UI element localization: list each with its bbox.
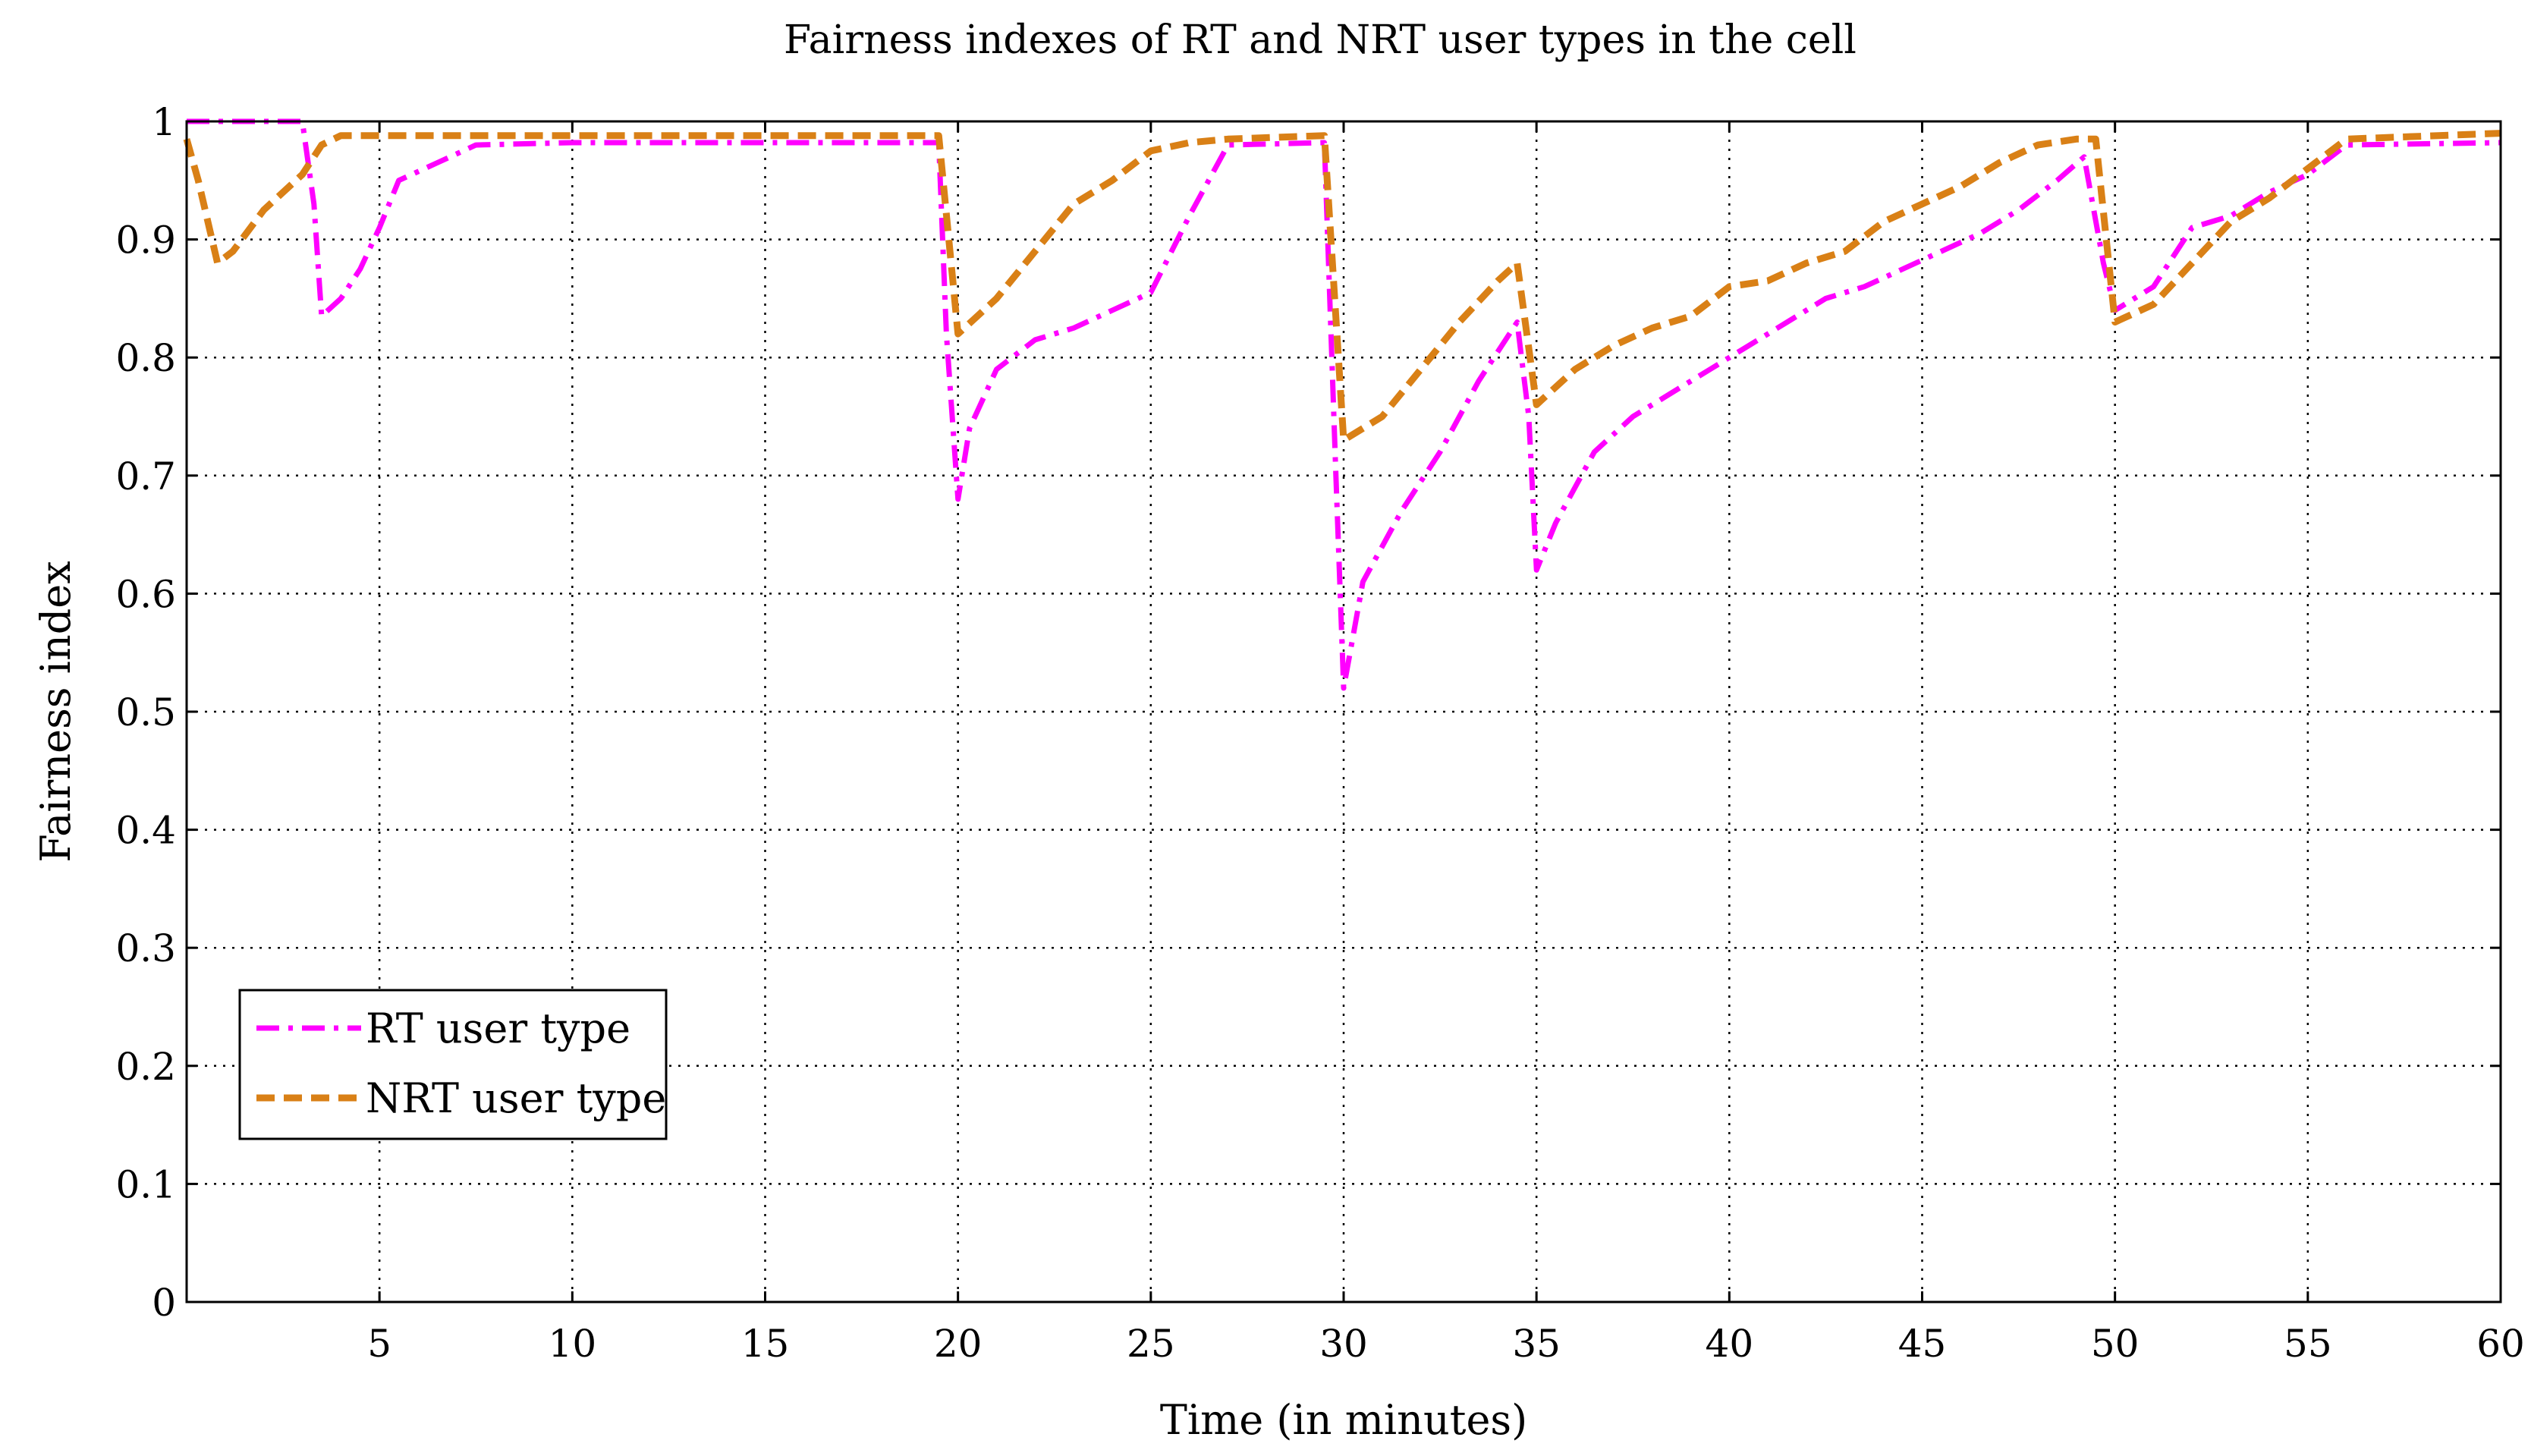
y-tick-label: 0.5 xyxy=(115,690,176,734)
y-tick-label: 0.3 xyxy=(115,926,176,970)
x-tick-label: 35 xyxy=(1512,1322,1561,1366)
y-tick-label: 0.7 xyxy=(115,454,176,498)
legend-label-nrt: NRT user type xyxy=(366,1074,666,1122)
x-tick-label: 20 xyxy=(934,1322,983,1366)
legend-label-rt: RT user type xyxy=(366,1005,630,1052)
y-axis-title: Fairness index xyxy=(32,561,80,862)
series-lines xyxy=(183,118,2501,691)
y-tick-labels: 0 0.1 0.2 0.3 0.4 0.5 0.6 0.7 0.8 0.9 1 xyxy=(115,100,176,1325)
y-tick-label: 0.6 xyxy=(115,572,176,616)
series-line-rt xyxy=(187,118,2501,691)
axis-ticks xyxy=(187,120,2502,1303)
x-tick-label: 15 xyxy=(741,1322,790,1366)
x-tick-label: 25 xyxy=(1127,1322,1175,1366)
x-tick-label: 50 xyxy=(2091,1322,2140,1366)
x-tick-label: 30 xyxy=(1319,1322,1368,1366)
x-tick-labels: 5 10 15 20 25 30 35 40 45 50 55 60 xyxy=(367,1322,2525,1366)
chart-title: Fairness indexes of RT and NRT user type… xyxy=(784,17,1857,63)
y-tick-label: 0.9 xyxy=(115,219,176,263)
x-tick-label: 40 xyxy=(1706,1322,1754,1366)
series-line-nrt xyxy=(183,130,2501,444)
grid-lines xyxy=(187,121,2501,1302)
x-tick-label: 10 xyxy=(549,1322,597,1366)
legend-box xyxy=(238,989,668,1140)
x-tick-label: 5 xyxy=(367,1322,391,1366)
x-tick-label: 55 xyxy=(2284,1322,2332,1366)
x-tick-label: 60 xyxy=(2476,1322,2525,1366)
y-tick-label: 0.8 xyxy=(115,336,176,380)
legend: RT user type NRT user type xyxy=(238,989,668,1140)
y-tick-label: 0 xyxy=(152,1281,176,1325)
x-axis-title: Time (in minutes) xyxy=(1160,1396,1527,1444)
y-tick-label: 0.4 xyxy=(115,809,176,853)
y-tick-label: 0.1 xyxy=(115,1162,176,1206)
x-tick-label: 45 xyxy=(1898,1322,1947,1366)
y-tick-label: 0.2 xyxy=(115,1045,176,1089)
y-tick-label: 1 xyxy=(152,100,176,144)
